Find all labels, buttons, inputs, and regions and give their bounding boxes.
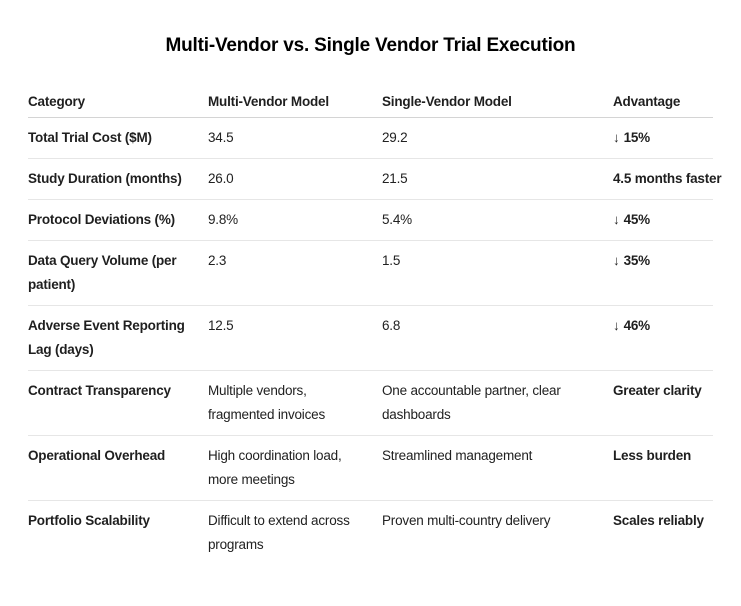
category-cell: Data Query Volume (per patient)	[28, 240, 208, 306]
down-arrow-icon: ↓	[613, 318, 620, 333]
page: Multi-Vendor vs. Single Vendor Trial Exe…	[0, 33, 741, 565]
advantage-text: Less burden	[613, 448, 692, 463]
header-row: Category Multi-Vendor Model Single-Vendo…	[28, 90, 713, 118]
single-vendor-cell: Proven multi-country delivery	[382, 513, 551, 528]
single-vendor-cell: Streamlined management	[382, 435, 613, 501]
single-vendor-cell: 5.4%	[382, 199, 613, 241]
table-row: Data Query Volume (per patient) 2.3 1.5 …	[28, 240, 713, 306]
multi-vendor-cell: 26.0	[208, 158, 382, 200]
table-row: Operational Overhead High coordination l…	[28, 435, 713, 501]
down-arrow-icon: ↓	[613, 130, 620, 145]
down-arrow-icon: ↓	[613, 212, 620, 227]
down-arrow-icon: ↓	[613, 253, 620, 268]
category-cell: Portfolio Scalability	[28, 513, 150, 528]
column-header-multi-vendor: Multi-Vendor Model	[208, 90, 382, 118]
advantage-cell: 4.5 months faster	[613, 158, 722, 200]
category-cell: Operational Overhead	[28, 435, 208, 501]
single-vendor-cell: 21.5	[382, 158, 613, 200]
table-row: Contract Transparency Multiple vendors, …	[28, 370, 713, 436]
category-cell: Contract Transparency	[28, 370, 208, 436]
multi-vendor-cell: 2.3	[208, 240, 382, 306]
advantage-text: 15%	[623, 130, 651, 145]
column-header-single-vendor: Single-Vendor Model	[382, 90, 613, 118]
table-row: Adverse Event Reporting Lag (days) 12.5 …	[28, 305, 713, 371]
multi-vendor-cell: Difficult to extend across programs	[208, 513, 350, 552]
table-row: Total Trial Cost ($M) 34.5 29.2 ↓ 15%	[28, 117, 713, 159]
advantage-cell: Less burden	[613, 435, 713, 501]
single-vendor-cell: 1.5	[382, 240, 613, 306]
single-vendor-cell: One accountable partner, clear dashboard…	[382, 370, 613, 436]
table-header: Category Multi-Vendor Model Single-Vendo…	[28, 90, 713, 118]
table-row: Portfolio Scalability Difficult to exten…	[28, 501, 713, 566]
advantage-cell: ↓ 45%	[613, 199, 713, 241]
column-header-advantage: Advantage	[613, 90, 713, 118]
advantage-cell: ↓ 15%	[613, 117, 713, 159]
advantage-cell: Greater clarity	[613, 370, 713, 436]
advantage-text: 4.5 months faster	[613, 171, 722, 186]
multi-vendor-cell: 12.5	[208, 305, 382, 371]
table-row: Protocol Deviations (%) 9.8% 5.4% ↓ 45%	[28, 199, 713, 241]
category-cell: Total Trial Cost ($M)	[28, 117, 208, 159]
advantage-cell: Scales reliably	[613, 501, 713, 566]
table-row: Study Duration (months) 26.0 21.5 4.5 mo…	[28, 158, 722, 200]
category-cell: Adverse Event Reporting Lag (days)	[28, 305, 208, 371]
column-header-category: Category	[28, 90, 208, 118]
advantage-text: Greater clarity	[613, 383, 702, 398]
multi-vendor-cell: 34.5	[208, 117, 382, 159]
comparison-table: Category Multi-Vendor Model Single-Vendo…	[28, 90, 722, 566]
multi-vendor-cell: High coordination load, more meetings	[208, 435, 382, 501]
advantage-text: 46%	[623, 318, 651, 333]
advantage-text: 45%	[623, 212, 651, 227]
advantage-text: Scales reliably	[613, 513, 704, 528]
advantage-cell: ↓ 35%	[613, 240, 713, 306]
category-cell: Protocol Deviations (%)	[28, 199, 208, 241]
advantage-cell: ↓ 46%	[613, 305, 713, 371]
advantage-text: 35%	[623, 253, 651, 268]
single-vendor-cell: 29.2	[382, 117, 613, 159]
table-body: Total Trial Cost ($M) 34.5 29.2 ↓ 15% Stu…	[28, 117, 722, 566]
multi-vendor-cell: Multiple vendors, fragmented invoices	[208, 370, 382, 436]
category-cell: Study Duration (months)	[28, 158, 208, 200]
single-vendor-cell: 6.8	[382, 305, 613, 371]
page-title: Multi-Vendor vs. Single Vendor Trial Exe…	[165, 35, 576, 56]
multi-vendor-cell: 9.8%	[208, 199, 382, 241]
